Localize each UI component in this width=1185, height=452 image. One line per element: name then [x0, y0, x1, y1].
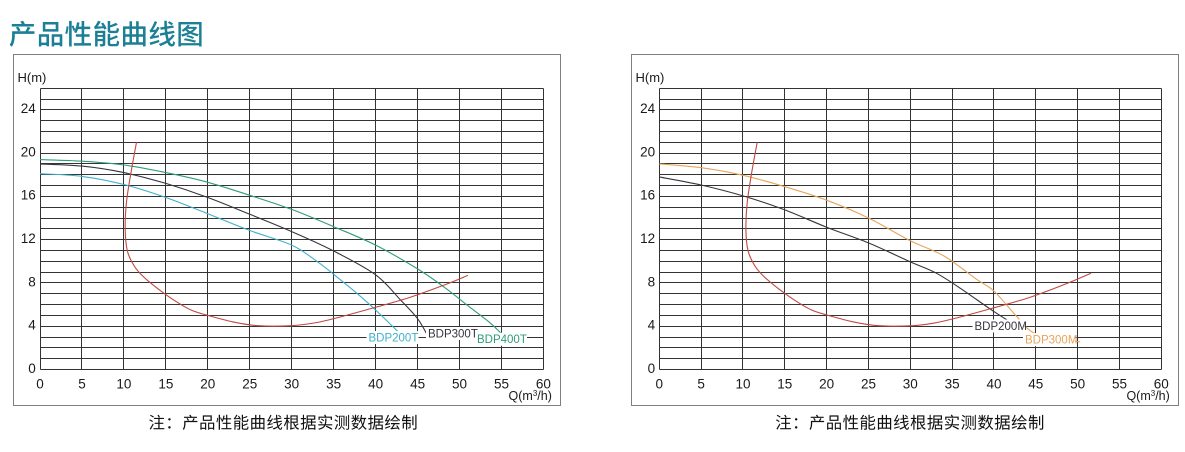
svg-text:35: 35 — [945, 376, 960, 391]
svg-text:5: 5 — [697, 376, 705, 391]
svg-text:40: 40 — [986, 376, 1001, 391]
svg-text:60: 60 — [1154, 376, 1169, 391]
svg-text:55: 55 — [1112, 376, 1127, 391]
svg-text:8: 8 — [648, 274, 656, 289]
svg-text:4: 4 — [28, 318, 36, 333]
svg-text:15: 15 — [777, 376, 792, 391]
svg-text:H(m): H(m) — [636, 70, 665, 85]
svg-text:0: 0 — [648, 361, 656, 376]
svg-text:Q(m3/h): Q(m3/h) — [1126, 389, 1169, 403]
svg-text:40: 40 — [368, 376, 383, 391]
svg-text:15: 15 — [158, 376, 173, 391]
svg-text:30: 30 — [903, 376, 918, 391]
svg-text:20: 20 — [21, 144, 36, 159]
svg-text:10: 10 — [116, 376, 131, 391]
svg-text:45: 45 — [1028, 376, 1043, 391]
svg-text:30: 30 — [284, 376, 299, 391]
svg-text:10: 10 — [735, 376, 750, 391]
svg-text:35: 35 — [326, 376, 341, 391]
svg-text:45: 45 — [410, 376, 425, 391]
svg-text:20: 20 — [640, 144, 655, 159]
svg-text:24: 24 — [21, 101, 37, 116]
svg-text:0: 0 — [36, 376, 44, 391]
svg-text:BDP300T: BDP300T — [428, 329, 478, 341]
svg-text:5: 5 — [78, 376, 86, 391]
svg-text:50: 50 — [1070, 376, 1085, 391]
svg-text:BDP300M: BDP300M — [1025, 335, 1077, 347]
svg-text:12: 12 — [640, 231, 655, 246]
svg-text:25: 25 — [242, 376, 257, 391]
svg-text:Q(m3/h): Q(m3/h) — [509, 389, 552, 403]
svg-text:16: 16 — [21, 188, 36, 203]
svg-text:4: 4 — [648, 318, 656, 333]
svg-text:24: 24 — [640, 101, 656, 116]
svg-text:50: 50 — [452, 376, 467, 391]
svg-text:60: 60 — [536, 376, 551, 391]
svg-text:8: 8 — [28, 274, 36, 289]
svg-text:16: 16 — [640, 188, 655, 203]
svg-text:20: 20 — [819, 376, 834, 391]
svg-text:12: 12 — [21, 231, 36, 246]
svg-text:BDP200T: BDP200T — [369, 333, 419, 345]
svg-text:BDP400T: BDP400T — [477, 334, 527, 346]
svg-text:0: 0 — [28, 361, 36, 376]
svg-text:H(m): H(m) — [18, 70, 47, 85]
svg-text:20: 20 — [200, 376, 215, 391]
svg-text:25: 25 — [861, 376, 876, 391]
svg-text:55: 55 — [494, 376, 509, 391]
svg-text:0: 0 — [656, 376, 664, 391]
svg-text:BDP200M: BDP200M — [975, 321, 1027, 333]
